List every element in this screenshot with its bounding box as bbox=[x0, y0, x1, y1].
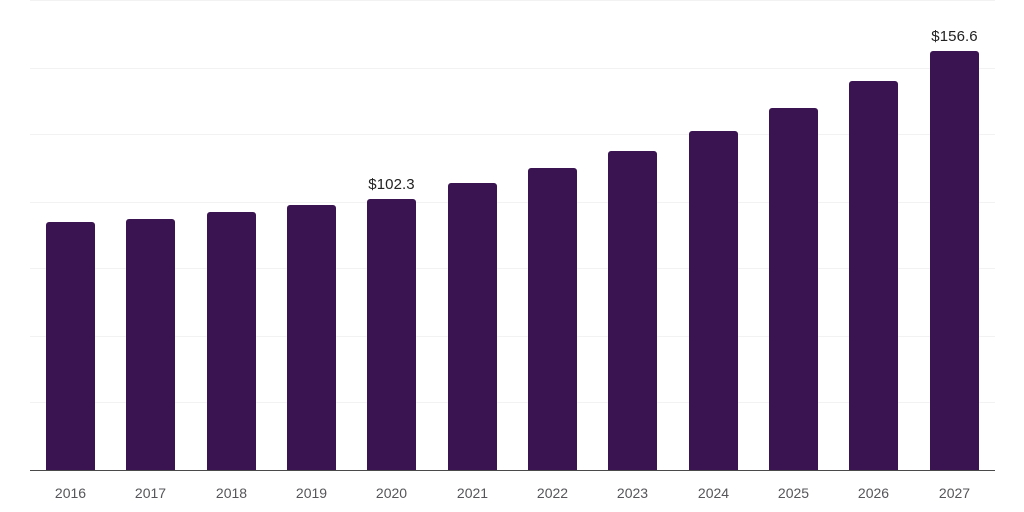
bar-rect[interactable] bbox=[528, 168, 577, 470]
bar-rect[interactable] bbox=[367, 199, 416, 470]
x-tick-2027: 2027 bbox=[938, 485, 971, 501]
x-tick-2017: 2017 bbox=[134, 485, 167, 501]
x-tick-2022: 2022 bbox=[536, 485, 569, 501]
bar-2027[interactable]: $156.6 bbox=[930, 28, 979, 470]
bars-layer: $102.3 $156.6 bbox=[46, 28, 979, 470]
x-tick-2026: 2026 bbox=[857, 485, 890, 501]
bar-2018[interactable] bbox=[207, 212, 256, 470]
bar-rect[interactable] bbox=[849, 81, 898, 470]
bar-2024[interactable] bbox=[689, 131, 738, 470]
x-tick-2016: 2016 bbox=[54, 485, 87, 501]
bar-2017[interactable] bbox=[126, 219, 175, 470]
bar-2026[interactable] bbox=[849, 81, 898, 470]
bar-2019[interactable] bbox=[287, 205, 336, 470]
bar-2020[interactable]: $102.3 bbox=[367, 176, 416, 470]
bar-2025[interactable] bbox=[769, 108, 818, 470]
x-tick-2023: 2023 bbox=[616, 485, 649, 501]
bar-rect[interactable] bbox=[448, 183, 497, 470]
x-axis-line bbox=[30, 470, 995, 471]
x-tick-2021: 2021 bbox=[456, 485, 489, 501]
bar-value-label: $156.6 bbox=[931, 28, 978, 45]
x-tick-2018: 2018 bbox=[215, 485, 248, 501]
x-tick-2019: 2019 bbox=[295, 485, 328, 501]
bar-rect[interactable] bbox=[769, 108, 818, 470]
bar-rect[interactable] bbox=[608, 151, 657, 470]
x-axis-tick-labels: 2016 2017 2018 2019 2020 2021 2022 2023 2024 2025… bbox=[0, 471, 1024, 512]
x-tick-2024: 2024 bbox=[697, 485, 730, 501]
bar-value-label: $102.3 bbox=[368, 176, 415, 193]
bar-2021[interactable] bbox=[448, 183, 497, 470]
bar-rect[interactable] bbox=[207, 212, 256, 470]
bar-rect[interactable] bbox=[930, 51, 979, 470]
bar-rect[interactable] bbox=[689, 131, 738, 470]
bar-2022[interactable] bbox=[528, 168, 577, 470]
x-tick-2025: 2025 bbox=[777, 485, 810, 501]
x-tick-2020: 2020 bbox=[375, 485, 408, 501]
bar-2016[interactable] bbox=[46, 222, 95, 470]
bar-rect[interactable] bbox=[287, 205, 336, 470]
bar-rect[interactable] bbox=[126, 219, 175, 470]
bar-rect[interactable] bbox=[46, 222, 95, 470]
bar-2023[interactable] bbox=[608, 151, 657, 470]
